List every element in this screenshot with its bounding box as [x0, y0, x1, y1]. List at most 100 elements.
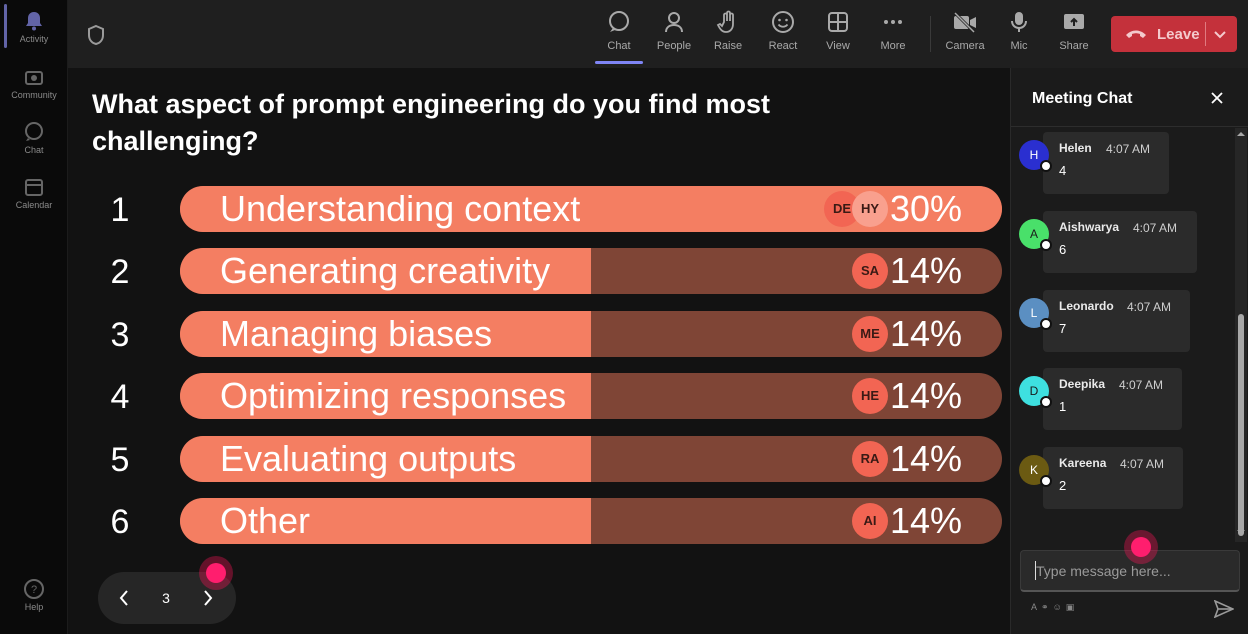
chat-scrollbar[interactable] [1235, 128, 1247, 542]
chat-divider [1011, 126, 1248, 127]
poll-option: 3 Managing biases ME 14% [68, 310, 1010, 359]
share-icon [1064, 14, 1084, 29]
option-bar-fill [180, 498, 591, 544]
toolbar-view-button[interactable]: View [812, 10, 864, 52]
message-author: Leonardo [1059, 298, 1114, 313]
scroll-up-icon[interactable] [1237, 130, 1245, 138]
option-bar: Other AI 14% [180, 498, 1002, 544]
message-text: 6 [1059, 241, 1067, 257]
message-text: 7 [1059, 320, 1067, 336]
option-label: Generating creativity [220, 250, 551, 292]
rail-active-indicator [4, 4, 7, 48]
message-text: 4 [1059, 163, 1067, 178]
rail-item-chat[interactable]: Chat [0, 121, 68, 155]
poll-option: 1 Understanding context DE HY 30% [68, 186, 1010, 234]
rail-item-activity[interactable]: Activity [0, 10, 68, 44]
close-icon[interactable] [1210, 91, 1224, 105]
presence-status-icon [1040, 396, 1052, 409]
people-icon [665, 12, 683, 33]
react-icon [772, 11, 794, 33]
meeting-chat-panel: Meeting Chat Helen 4:07 AM 4 H Aishwarya 4:07… [1010, 68, 1248, 634]
raise-hand-icon [716, 10, 734, 33]
click-indicator [1124, 530, 1158, 564]
message-time: 4:07 AM [1106, 142, 1151, 156]
presence-status-icon [1040, 317, 1052, 330]
leave-button[interactable]: Leave [1111, 16, 1237, 52]
rail-item-calendar[interactable]: Calendar [0, 176, 68, 210]
community-icon [25, 71, 43, 85]
send-icon[interactable] [1214, 600, 1234, 618]
option-bar: Evaluating outputs RA 14% [180, 435, 1002, 482]
option-bar-fill [180, 435, 591, 482]
option-number: 5 [110, 440, 130, 479]
option-bar: Managing biases ME 14% [180, 310, 1002, 357]
chevron-right-icon[interactable] [198, 588, 218, 608]
help-icon: ? [24, 579, 44, 599]
option-number: 3 [110, 315, 130, 354]
option-bar-fill [180, 248, 591, 295]
toolbar-more-button[interactable]: More [867, 10, 919, 52]
option-label: Optimizing responses [220, 375, 567, 417]
poll-option: 2 Generating creativity SA 14% [68, 248, 1010, 296]
presence-status-icon [1040, 475, 1052, 488]
poll-question: What aspect of prompt engineering do you… [92, 89, 771, 156]
option-percentage: 14% [889, 312, 962, 354]
option-label: Evaluating outputs [220, 437, 517, 479]
voter-avatar: AI [852, 503, 888, 539]
option-percentage: 14% [889, 437, 962, 479]
attach-icon[interactable]: ⚭ [1041, 602, 1053, 612]
message-bubble: Deepika 4:07 AM 1 [1043, 368, 1182, 431]
voter-avatar: HY [852, 191, 888, 227]
option-label: Other [220, 500, 311, 541]
poll-results: What aspect of prompt engineering do you… [68, 68, 1010, 634]
toolbar-mic-button[interactable]: Mic [993, 10, 1045, 52]
scroll-down-icon[interactable] [1237, 528, 1245, 536]
voter-avatar: RA [852, 440, 888, 477]
chat-icon [609, 11, 629, 32]
option-label: Understanding context [220, 188, 581, 229]
option-bar-fill [180, 310, 591, 357]
rail-item-label: Help [24, 602, 44, 612]
poll-option: 6 Other AI 14% [68, 498, 1010, 546]
click-indicator [199, 556, 233, 590]
phone-hangup-icon [1126, 30, 1146, 38]
rail-item-label: Activity [19, 34, 49, 44]
text-caret [1035, 561, 1036, 580]
message-bubble: Leonardo 4:07 AM 7 [1043, 289, 1190, 352]
option-number: 2 [110, 253, 130, 292]
scrollbar-thumb[interactable] [1238, 314, 1244, 536]
gif-icon[interactable]: ▣ [1065, 602, 1079, 612]
message-author: Deepika [1059, 377, 1106, 392]
format-icon[interactable]: A [1031, 602, 1042, 612]
toolbar-raise-button[interactable]: Raise [702, 10, 754, 52]
emoji-icon[interactable]: ☺ [1052, 602, 1066, 612]
toolbar-chat-button[interactable]: Chat [593, 10, 645, 64]
message-text: 2 [1059, 478, 1067, 494]
chevron-down-icon[interactable] [1212, 26, 1228, 42]
meeting-toolbar: Chat People Raise React View More Camera… [68, 0, 1248, 68]
chevron-left-icon[interactable] [114, 588, 134, 608]
chat-message-input[interactable] [1020, 550, 1240, 592]
option-percentage: 30% [889, 188, 962, 229]
toolbar-react-button[interactable]: React [757, 10, 809, 52]
svg-text:?: ? [31, 584, 37, 596]
message-author: Aishwarya [1059, 219, 1120, 234]
toolbar-camera-button[interactable]: Camera [939, 10, 991, 52]
rail-item-help[interactable]: ? Help [0, 578, 68, 612]
rail-item-community[interactable]: Community [0, 68, 68, 100]
rail-item-label: Calendar [15, 200, 53, 210]
mic-icon [1011, 12, 1027, 32]
toolbar-share-button[interactable]: Share [1048, 10, 1100, 52]
toolbar-people-button[interactable]: People [648, 10, 700, 52]
more-icon [884, 20, 902, 24]
option-label: Managing biases [220, 312, 493, 354]
option-bar: Generating creativity SA 14% [180, 248, 1002, 295]
toolbar-label: More [880, 40, 906, 52]
option-number: 4 [110, 378, 130, 417]
message-text: 1 [1059, 399, 1067, 415]
toolbar-label: Mic [1010, 40, 1028, 52]
voter-avatar: HE [852, 378, 888, 415]
shield-icon [86, 24, 106, 51]
compose-tools: A⚭☺▣ [1031, 602, 1078, 613]
option-number: 6 [110, 503, 130, 541]
